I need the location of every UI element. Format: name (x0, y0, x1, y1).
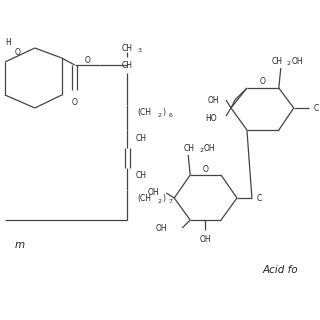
Text: 7: 7 (168, 198, 172, 204)
Text: Acid fo: Acid fo (263, 265, 299, 275)
Text: CH: CH (271, 57, 282, 66)
Text: CH: CH (135, 133, 147, 142)
Text: 2: 2 (199, 148, 203, 153)
Text: O: O (202, 164, 208, 173)
Text: OH: OH (292, 57, 303, 66)
Text: CH: CH (122, 44, 133, 52)
Text: (CH: (CH (137, 108, 151, 116)
Text: OH: OH (199, 235, 211, 244)
Text: C: C (314, 103, 319, 113)
Text: m: m (15, 240, 25, 250)
Text: CH: CH (184, 143, 195, 153)
Text: (CH: (CH (137, 194, 151, 203)
Text: O: O (85, 55, 91, 65)
Text: 2: 2 (157, 113, 161, 117)
Text: CH: CH (135, 171, 147, 180)
Text: 2: 2 (287, 60, 291, 66)
Text: 2: 2 (157, 198, 161, 204)
Text: OH: OH (148, 188, 159, 196)
Text: O: O (15, 47, 21, 57)
Text: OH: OH (156, 223, 167, 233)
Text: ): ) (162, 194, 165, 203)
Text: HO: HO (205, 114, 217, 123)
Text: C: C (257, 194, 262, 203)
Text: ): ) (162, 108, 165, 116)
Text: O: O (72, 98, 78, 107)
Text: OH: OH (207, 95, 219, 105)
Text: 3: 3 (137, 47, 141, 52)
Text: CH: CH (122, 60, 133, 69)
Text: 6: 6 (168, 113, 172, 117)
Text: OH: OH (204, 143, 216, 153)
Text: H: H (5, 37, 11, 46)
Text: O: O (260, 76, 266, 85)
